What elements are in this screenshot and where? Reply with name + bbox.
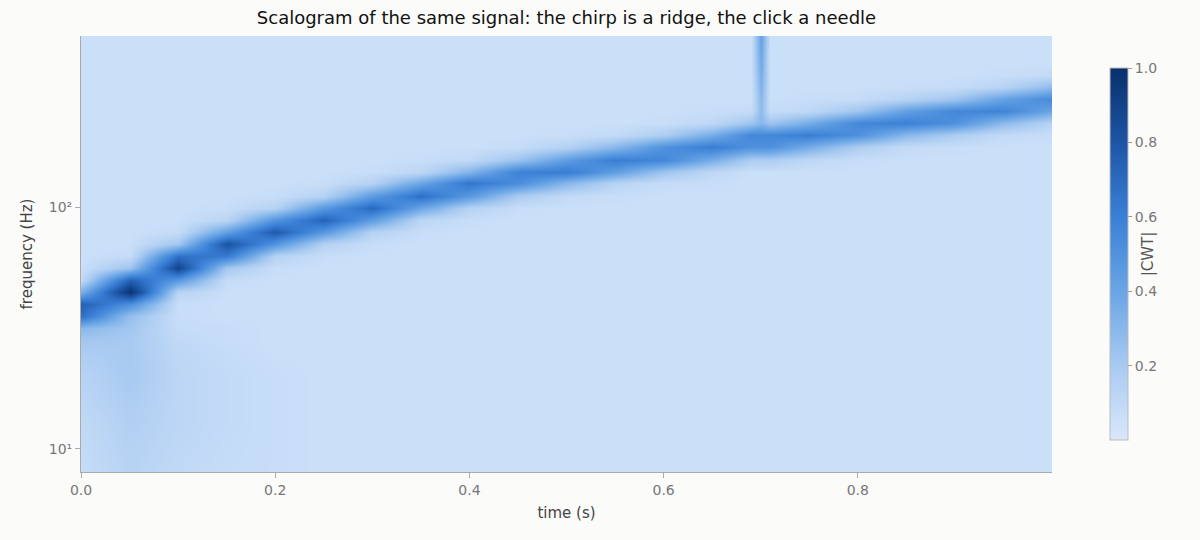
- svg-text:0.4: 0.4: [458, 482, 480, 498]
- svg-text:0.4: 0.4: [1135, 283, 1157, 299]
- svg-text:10¹: 10¹: [49, 441, 72, 457]
- svg-text:0.0: 0.0: [70, 482, 92, 498]
- svg-text:frequency (Hz): frequency (Hz): [18, 199, 36, 310]
- svg-text:Scalogram of the same signal:: Scalogram of the same signal: the chirp …: [257, 7, 876, 28]
- svg-text:10²: 10²: [49, 199, 72, 215]
- svg-text:0.2: 0.2: [1135, 358, 1157, 374]
- svg-text:1.0: 1.0: [1135, 60, 1157, 76]
- svg-text:|CWT|: |CWT|: [1139, 232, 1157, 277]
- svg-text:0.8: 0.8: [847, 482, 869, 498]
- svg-text:0.2: 0.2: [264, 482, 286, 498]
- svg-text:0.6: 0.6: [1135, 209, 1157, 225]
- svg-text:0.8: 0.8: [1135, 134, 1157, 150]
- svg-text:0.6: 0.6: [652, 482, 674, 498]
- svg-text:time (s): time (s): [537, 504, 595, 522]
